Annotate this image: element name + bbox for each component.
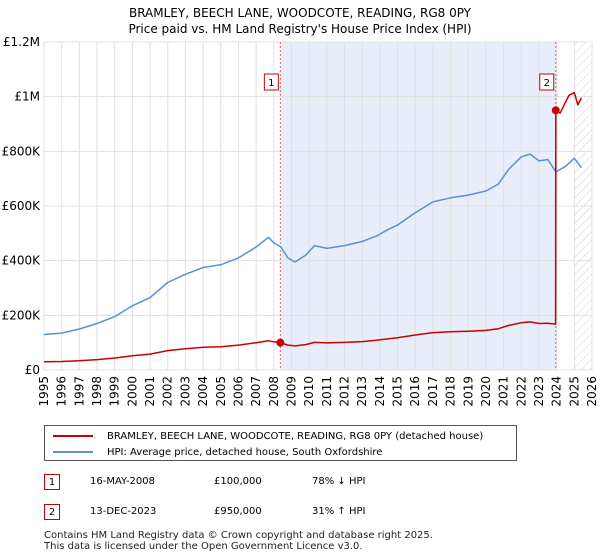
footer-copyright: Contains HM Land Registry data © Crown c… [44, 530, 433, 541]
x-tick-label: 2021 [497, 376, 511, 407]
x-tick-label: 2004 [196, 376, 210, 407]
transaction-hpi: 78% ↓ HPI [312, 476, 366, 487]
x-tick-label: 2012 [338, 376, 352, 407]
x-tick-label: 2002 [161, 376, 175, 407]
x-tick-label: 2022 [514, 376, 528, 407]
transaction-date: 13-DEC-2023 [90, 506, 157, 517]
y-tick-label: £400K [2, 254, 42, 268]
transaction-hpi: 31% ↑ HPI [312, 506, 366, 517]
sale-point [276, 338, 285, 347]
transaction-price: £950,000 [214, 506, 262, 517]
y-tick-label: £0 [25, 363, 40, 377]
x-tick-label: 2005 [214, 376, 228, 407]
x-tick-label: 2009 [284, 376, 298, 407]
chart-title: BRAMLEY, BEECH LANE, WOODCOTE, READING, … [128, 6, 472, 20]
x-tick-label: 2000 [125, 376, 139, 407]
legend-swatch-hpi [53, 451, 93, 453]
x-tick-label: 2014 [373, 376, 387, 407]
x-tick-label: 2025 [567, 376, 581, 407]
price-chart: 1 2 £0 £200K £400K £600K £800K £1M £1.2M 1995 1996… [2, 35, 599, 407]
marker-label: 2 [544, 78, 550, 89]
x-tick-label: 2020 [479, 376, 493, 407]
legend-item-hpi: HPI: Average price, detached house, Sout… [53, 444, 382, 460]
x-tick-label: 2015 [391, 376, 405, 407]
x-tick-label: 2007 [249, 376, 263, 407]
series-line-property [43, 91, 583, 363]
x-tick-label: 2011 [320, 376, 334, 407]
x-tick-label: 2006 [231, 376, 245, 407]
y-tick-label: £600K [2, 199, 42, 213]
y-tick-label: £1M [14, 90, 40, 104]
x-tick-label: 1996 [55, 376, 69, 407]
transaction-badge: 1 [44, 474, 60, 490]
y-tick-label: £200K [2, 308, 42, 322]
x-tick-label: 2010 [302, 376, 316, 407]
series-line-hpi [43, 153, 583, 336]
transaction-badge: 2 [44, 504, 60, 520]
transaction-date: 16-MAY-2008 [90, 476, 156, 487]
marker-box [539, 73, 555, 91]
x-tick-label: 1998 [90, 376, 104, 407]
transaction-price: £100,000 [214, 476, 262, 487]
x-tick-label: 2024 [550, 376, 564, 407]
x-tick-label: 2017 [426, 376, 440, 407]
footer-licence: This data is licensed under the Open Gov… [44, 541, 363, 552]
legend-item-property: BRAMLEY, BEECH LANE, WOODCOTE, READING, … [53, 428, 483, 444]
x-tick-label: 2018 [444, 376, 458, 407]
x-tick-label: 2013 [355, 376, 369, 407]
x-tick-label: 1997 [72, 376, 86, 407]
footer: Contains HM Land Registry data © Crown c… [44, 530, 433, 552]
y-tick-label: £800K [2, 144, 42, 158]
marker-label: 1 [268, 78, 274, 89]
marker-box [263, 73, 279, 91]
x-tick-label: 2023 [532, 376, 546, 407]
transaction-row: 2 13-DEC-2023 £950,000 31% ↑ HPI [44, 502, 365, 522]
legend-label-hpi: HPI: Average price, detached house, Sout… [107, 446, 383, 458]
chart-legend: BRAMLEY, BEECH LANE, WOODCOTE, READING, … [44, 425, 517, 461]
x-tick-label: 2008 [267, 376, 281, 407]
legend-label-property: BRAMLEY, BEECH LANE, WOODCOTE, READING, … [107, 430, 484, 442]
x-tick-label: 2026 [585, 376, 599, 407]
sale-point [551, 106, 560, 115]
x-tick-label: 2019 [461, 376, 475, 407]
x-tick-label: 2003 [178, 376, 192, 407]
x-tick-label: 2016 [408, 376, 422, 407]
x-tick-label: 1995 [37, 376, 51, 407]
y-tick-label: £1.2M [3, 35, 40, 49]
x-tick-label: 1999 [108, 376, 122, 407]
legend-swatch-property [53, 435, 93, 437]
x-tick-label: 2001 [143, 376, 157, 407]
transaction-row: 1 16-MAY-2008 £100,000 78% ↓ HPI [44, 472, 365, 492]
chart-subtitle: Price paid vs. HM Land Registry's House … [128, 22, 472, 36]
